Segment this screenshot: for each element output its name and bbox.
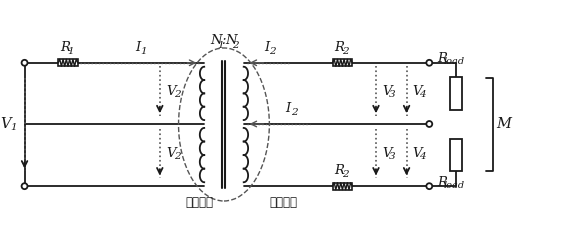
Text: 1: 1: [10, 123, 17, 132]
Circle shape: [427, 183, 432, 189]
Text: I: I: [264, 41, 269, 54]
Text: R: R: [335, 164, 345, 177]
Text: 2: 2: [232, 41, 239, 50]
Bar: [450, 77, 462, 110]
Text: 2: 2: [291, 108, 297, 117]
Text: V: V: [382, 147, 392, 160]
Circle shape: [427, 121, 432, 127]
Text: 1: 1: [68, 47, 74, 56]
Bar: [332, 183, 352, 190]
Text: 次级线圈: 次级线圈: [269, 196, 297, 209]
Circle shape: [22, 183, 27, 189]
Text: R: R: [437, 176, 447, 189]
Text: load: load: [444, 181, 465, 190]
Text: V: V: [413, 85, 422, 98]
Bar: [58, 59, 78, 66]
Text: 2: 2: [269, 47, 276, 56]
Bar: [450, 139, 462, 171]
Text: 1: 1: [217, 41, 223, 50]
Text: V: V: [413, 147, 422, 160]
Text: :: :: [221, 34, 225, 47]
Text: load: load: [444, 57, 465, 66]
Text: 3: 3: [389, 90, 395, 99]
Text: V: V: [382, 85, 392, 98]
Text: 2: 2: [342, 170, 349, 179]
Text: R: R: [60, 41, 70, 54]
Text: 4: 4: [420, 90, 426, 99]
Text: I: I: [136, 41, 141, 54]
Circle shape: [22, 60, 27, 66]
Text: V: V: [166, 85, 176, 98]
Text: I: I: [286, 102, 291, 115]
Text: V: V: [166, 147, 176, 160]
Text: 4: 4: [420, 152, 426, 161]
Bar: [332, 59, 352, 66]
Text: 2: 2: [173, 90, 180, 99]
Text: 2: 2: [342, 47, 349, 56]
Text: R: R: [437, 52, 447, 65]
Text: M: M: [496, 118, 512, 131]
Text: 初级线圈: 初级线圈: [185, 196, 213, 209]
Text: 3: 3: [389, 152, 395, 161]
Text: R: R: [335, 41, 345, 54]
Text: N: N: [210, 34, 222, 47]
Text: 2: 2: [173, 152, 180, 161]
Circle shape: [427, 60, 432, 66]
Text: V: V: [0, 118, 10, 131]
Text: N: N: [225, 34, 236, 47]
Text: 1: 1: [141, 47, 147, 56]
